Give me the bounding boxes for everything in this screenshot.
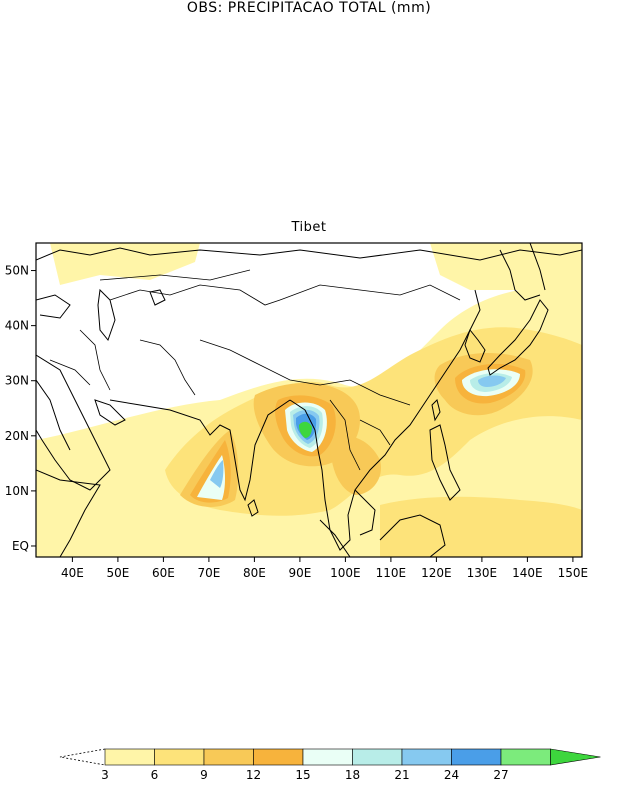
colorbar-label: 15 xyxy=(295,768,310,782)
coast-persia-india xyxy=(109,399,291,502)
colorbar-lower-triangle xyxy=(59,748,106,766)
map-frame xyxy=(35,242,583,558)
coast-gulf-thailand xyxy=(354,489,376,536)
colorbar-label: 21 xyxy=(394,768,409,782)
country-borders xyxy=(49,269,461,471)
lon-tick-label: 50E xyxy=(106,566,129,580)
border-afghan-pak xyxy=(139,339,196,396)
precip-region-9mm-seasia xyxy=(330,436,381,495)
lon-tick-label: 60E xyxy=(152,566,175,580)
colorbar-box xyxy=(203,748,254,766)
colorbar-box xyxy=(253,748,304,766)
coast-korea xyxy=(464,328,486,363)
colorbar-box xyxy=(451,748,502,766)
precipitation-map: 40E 50E 60E 70E 80E 90E 100E 110E 120E 130E 140E 15… xyxy=(5,242,588,580)
lon-tick-label: 150E xyxy=(558,566,589,580)
lat-tick-label: 20N xyxy=(5,429,29,443)
coast-philippines xyxy=(429,424,461,501)
coast-okhotsk xyxy=(499,249,541,301)
precip-shading xyxy=(36,243,582,557)
precip-region-3mm-africa xyxy=(36,450,78,545)
lat-tick-label: 10N xyxy=(5,484,29,498)
lon-tick-label: 70E xyxy=(197,566,220,580)
lon-tick-label: 110E xyxy=(376,566,407,580)
colorbar-label: 24 xyxy=(444,768,459,782)
precip-region-3mm-northeast xyxy=(430,243,582,310)
colorbar-box xyxy=(401,748,452,766)
colorbar-label: 3 xyxy=(101,768,109,782)
chart-title: OBS: PRECIPITACAO TOTAL (mm) xyxy=(186,0,432,16)
coast-srilanka xyxy=(247,499,259,517)
lat-tick-label: 50N xyxy=(5,264,29,278)
colorbar-box xyxy=(302,748,353,766)
colorbar-boxes xyxy=(59,748,601,766)
coast-borneo xyxy=(379,514,446,557)
precip-region-27mm-bengal xyxy=(299,421,312,438)
border-iran-iraq xyxy=(79,329,111,391)
lat-tick-label: 40N xyxy=(5,319,29,333)
colorbar-label: 27 xyxy=(493,768,508,782)
coast-red-sea xyxy=(36,379,71,451)
precip-region-21mm-india-west xyxy=(210,460,224,488)
coast-japan xyxy=(487,299,549,376)
border-indochina xyxy=(329,399,391,471)
border-arabia xyxy=(49,359,91,386)
colorbar-box xyxy=(154,748,205,766)
coast-persian-gulf xyxy=(94,399,126,426)
colorbar-label: 18 xyxy=(345,768,360,782)
colorbar-label: 9 xyxy=(200,768,208,782)
lon-tick-label: 90E xyxy=(288,566,311,580)
lat-tick-label: EQ xyxy=(12,539,29,553)
lon-tick-label: 40E xyxy=(61,566,84,580)
coastlines xyxy=(36,243,582,557)
coast-bengal-seasia xyxy=(289,289,481,551)
coast-taiwan xyxy=(431,399,441,422)
lon-tick-label: 120E xyxy=(421,566,452,580)
lon-tick-label: 100E xyxy=(330,566,361,580)
colorbar-label: 12 xyxy=(246,768,261,782)
border-central-asia xyxy=(109,284,281,306)
coast-africa-horn xyxy=(36,469,101,557)
border-china-south xyxy=(199,339,411,406)
border-kazakh xyxy=(99,269,251,281)
lon-tick-label: 80E xyxy=(243,566,266,580)
chart-subtitle: Tibet xyxy=(291,220,327,235)
colorbar-box xyxy=(352,748,403,766)
coast-sumatra xyxy=(319,519,351,557)
lon-tick-label: 140E xyxy=(512,566,543,580)
colorbar-upper-triangle xyxy=(550,748,601,766)
lat-axis: EQ 10N 20N 30N 40N 50N xyxy=(5,264,36,553)
colorbar-box xyxy=(500,748,551,766)
colorbar-labels: 3 6 9 12 15 18 21 24 27 xyxy=(101,768,508,782)
precip-region-21mm-japan xyxy=(478,375,506,387)
border-china-mongolia xyxy=(279,284,461,301)
coast-black-sea xyxy=(36,294,71,319)
lon-axis: 40E 50E 60E 70E 80E 90E 100E 110E 120E 130E 140E 15… xyxy=(61,557,588,580)
lat-tick-label: 30N xyxy=(5,374,29,388)
colorbar-box xyxy=(104,748,155,766)
lon-tick-label: 130E xyxy=(467,566,498,580)
colorbar-label: 6 xyxy=(151,768,159,782)
coast-arabia-africa xyxy=(36,354,111,491)
precip-region-6mm-south xyxy=(380,496,582,557)
coast-aral xyxy=(149,289,166,306)
coast-russia-north xyxy=(36,247,582,261)
